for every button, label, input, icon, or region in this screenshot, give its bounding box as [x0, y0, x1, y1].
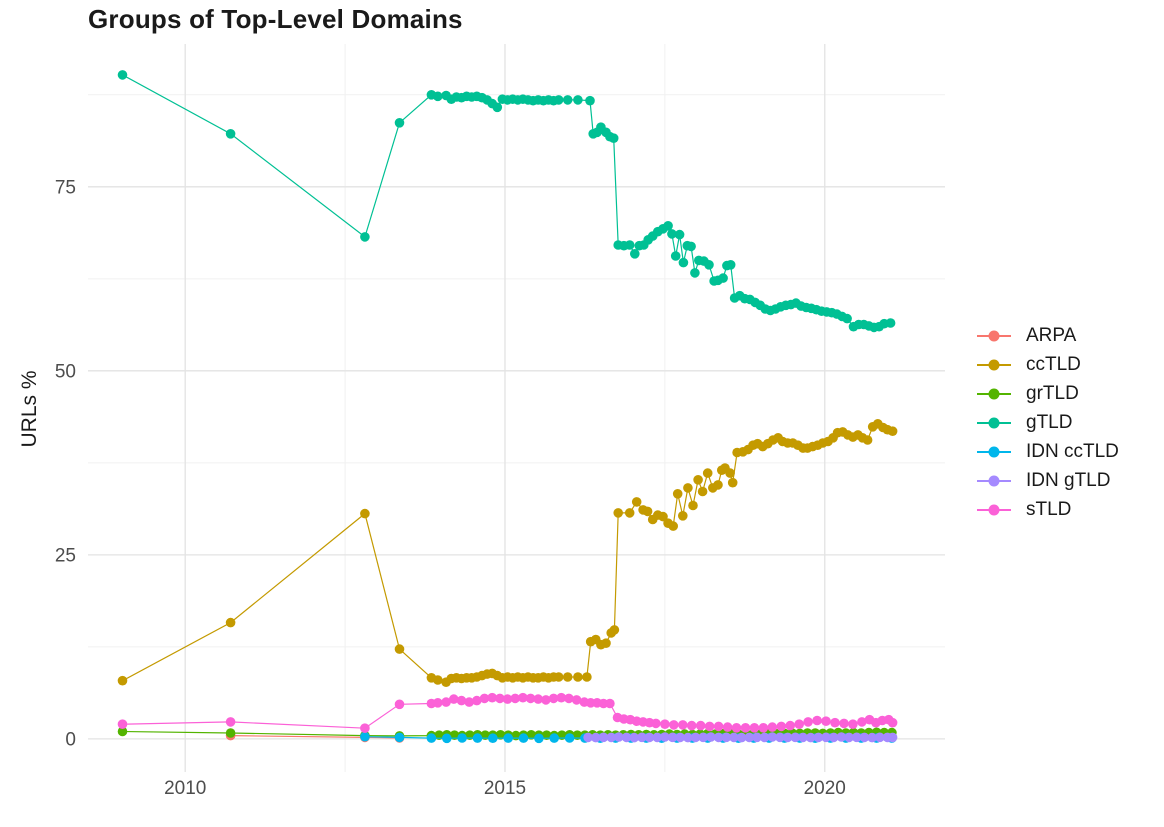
x-tick-label: 2010	[164, 778, 206, 799]
y-axis-title: URLs %	[18, 370, 41, 448]
legend-item-idn-cctld: IDN ccTLD	[976, 437, 1119, 466]
legend-label: grTLD	[1026, 382, 1079, 404]
y-tick-label: 25	[55, 546, 76, 567]
legend-label: ARPA	[1026, 324, 1077, 346]
gridlines	[88, 44, 945, 772]
x-tick-label: 2015	[484, 778, 526, 799]
series-cctld-points	[117, 419, 898, 687]
legend-label: ccTLD	[1026, 353, 1081, 375]
legend-item-grtld: grTLD	[976, 379, 1119, 408]
series-gtld-points	[117, 70, 896, 333]
series-gtld-line	[122, 74, 891, 329]
series-cctld	[117, 419, 898, 687]
legend-item-arpa: ARPA	[976, 321, 1119, 350]
y-tick-label: 0	[65, 730, 76, 751]
legend-label: IDN ccTLD	[1026, 440, 1119, 462]
legend-item-cctld: ccTLD	[976, 350, 1119, 379]
series-stld-points	[117, 692, 898, 733]
series-stld	[117, 692, 898, 733]
legend-label: gTLD	[1026, 411, 1073, 433]
legend-label: sTLD	[1026, 498, 1072, 520]
legend-item-idn-gtld: IDN gTLD	[976, 466, 1119, 495]
legend-key-icon	[977, 330, 1011, 341]
legend: ARPA ccTLD grTLD gTLD IDN ccTLD IDN gTLD sTLD	[976, 321, 1119, 524]
legend-key-icon	[977, 504, 1011, 515]
legend-label: IDN gTLD	[1026, 469, 1111, 491]
y-tick-label: 75	[55, 177, 76, 198]
legend-key-icon	[977, 388, 1011, 399]
legend-key-icon	[977, 417, 1011, 428]
chart-title: Groups of Top-Level Domains	[88, 4, 463, 34]
series-gtld	[117, 70, 896, 333]
legend-item-stld: sTLD	[976, 495, 1119, 524]
series-idn-gtld	[583, 732, 898, 743]
axis-tick-labels: 0 25 50 75 2010 2015 2020	[55, 177, 846, 799]
legend-key-icon	[977, 446, 1011, 457]
series-idn-gtld-points	[583, 732, 898, 743]
legend-key-icon	[977, 475, 1011, 486]
legend-key-icon	[977, 359, 1011, 370]
legend-item-gtld: gTLD	[976, 408, 1119, 437]
x-tick-label: 2020	[804, 778, 846, 799]
y-tick-label: 50	[55, 361, 76, 382]
